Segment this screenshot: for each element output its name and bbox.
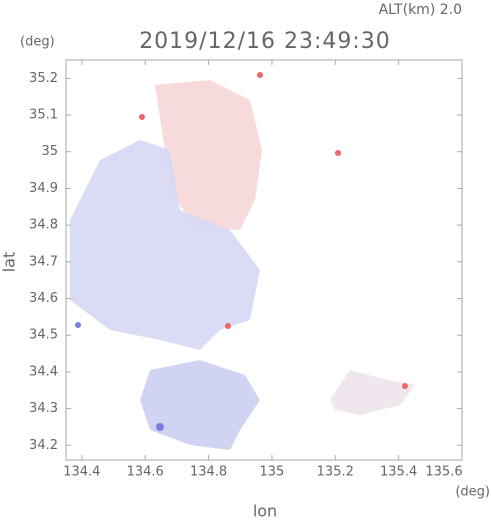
x-tick-label: 134.6: [127, 465, 164, 480]
y-tick-label: 34.2: [29, 438, 58, 453]
y-tick-label: 34.9: [29, 181, 58, 196]
y-tick-label: 35: [41, 144, 58, 159]
y-tick-label: 34.6: [29, 291, 58, 306]
plot-frame: [65, 59, 463, 461]
x-tick-label: 135.6: [425, 465, 462, 480]
y-tick-label: 35.1: [29, 108, 58, 123]
x-label: lon: [253, 502, 277, 521]
y-label: lat: [0, 252, 19, 273]
x-tick-label: 135.4: [380, 465, 417, 480]
y-tick-label: 35.2: [29, 71, 58, 86]
x-unit: (deg): [455, 485, 490, 500]
y-tick-label: 34.5: [29, 328, 58, 343]
y-tick-label: 34.8: [29, 218, 58, 233]
radar-field: [70, 72, 415, 450]
x-tick-label: 134.8: [190, 465, 227, 480]
x-tick-label: 135.2: [317, 465, 354, 480]
y-tick-label: 34.4: [29, 364, 58, 379]
x-tick-label: 134.4: [63, 465, 100, 480]
y-tick-label: 34.7: [29, 254, 58, 269]
subtitle: ALT(km) 2.0: [379, 2, 462, 18]
x-tick-label: 135: [260, 465, 285, 480]
y-unit: (deg): [20, 35, 55, 50]
y-tick-label: 34.3: [29, 401, 58, 416]
chart-title: 2019/12/16 23:49:30: [139, 29, 391, 54]
